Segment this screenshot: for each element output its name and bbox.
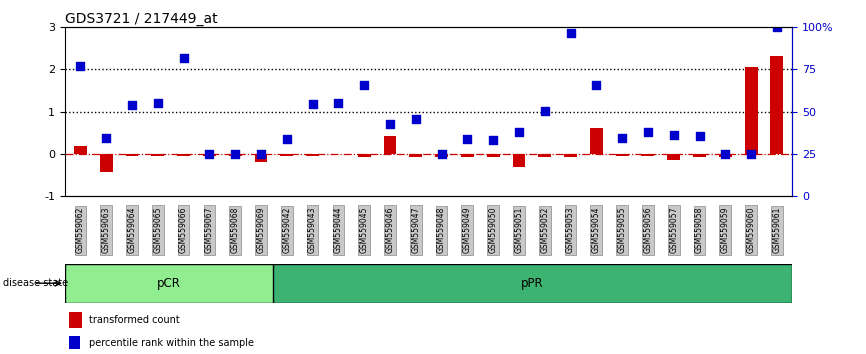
Text: GSM559065: GSM559065 bbox=[153, 207, 162, 253]
Text: GSM559045: GSM559045 bbox=[359, 207, 369, 253]
Text: GSM559052: GSM559052 bbox=[540, 207, 549, 253]
Text: GSM559059: GSM559059 bbox=[721, 207, 730, 253]
Bar bbox=[590, 128, 603, 154]
Bar bbox=[281, 154, 294, 156]
Bar bbox=[410, 154, 423, 158]
Text: GSM559056: GSM559056 bbox=[643, 207, 652, 253]
Bar bbox=[771, 56, 784, 154]
Text: GSM559063: GSM559063 bbox=[101, 207, 111, 253]
Point bbox=[590, 82, 604, 88]
Point bbox=[229, 151, 242, 157]
Point bbox=[74, 63, 87, 68]
Bar bbox=[513, 154, 526, 167]
Text: GSM559053: GSM559053 bbox=[566, 207, 575, 253]
Bar bbox=[68, 313, 81, 328]
Bar bbox=[68, 336, 81, 349]
Bar bbox=[65, 264, 273, 303]
Point bbox=[538, 108, 552, 114]
Point bbox=[641, 129, 655, 135]
Point bbox=[615, 135, 629, 141]
Bar bbox=[384, 136, 397, 154]
Text: GSM559042: GSM559042 bbox=[282, 207, 291, 253]
Text: disease state: disease state bbox=[3, 278, 68, 288]
Point bbox=[306, 101, 320, 107]
Bar bbox=[126, 154, 139, 156]
Text: GSM559055: GSM559055 bbox=[617, 207, 627, 253]
Text: GSM559051: GSM559051 bbox=[514, 207, 523, 253]
Bar bbox=[461, 154, 474, 158]
Bar bbox=[668, 154, 680, 160]
Text: transformed count: transformed count bbox=[89, 315, 180, 325]
Bar bbox=[616, 154, 629, 156]
Point bbox=[125, 102, 139, 108]
Bar bbox=[693, 154, 706, 158]
Text: pPR: pPR bbox=[521, 277, 544, 290]
Point bbox=[409, 116, 423, 122]
Text: GSM559049: GSM559049 bbox=[462, 207, 472, 253]
Text: GSM559064: GSM559064 bbox=[127, 207, 137, 253]
Point bbox=[770, 24, 784, 29]
Point bbox=[564, 30, 578, 36]
Bar bbox=[719, 154, 732, 158]
Point bbox=[667, 132, 681, 138]
Bar bbox=[203, 154, 216, 156]
Point bbox=[461, 136, 475, 142]
Text: GSM559048: GSM559048 bbox=[437, 207, 446, 253]
Bar bbox=[307, 154, 319, 156]
Text: GSM559043: GSM559043 bbox=[308, 207, 317, 253]
Point bbox=[383, 121, 397, 127]
Text: GSM559058: GSM559058 bbox=[695, 207, 704, 253]
Bar bbox=[273, 264, 792, 303]
Bar bbox=[358, 154, 371, 158]
Point bbox=[100, 135, 113, 141]
Point bbox=[744, 151, 758, 157]
Point bbox=[486, 138, 500, 143]
Point bbox=[254, 151, 268, 157]
Text: GSM559060: GSM559060 bbox=[746, 207, 756, 253]
Text: GSM559061: GSM559061 bbox=[772, 207, 781, 253]
Bar bbox=[255, 154, 268, 162]
Bar bbox=[745, 67, 758, 154]
Bar bbox=[435, 154, 448, 158]
Point bbox=[512, 129, 526, 135]
Point bbox=[358, 82, 372, 88]
Bar bbox=[229, 154, 242, 156]
Point bbox=[719, 151, 733, 157]
Point bbox=[203, 151, 216, 157]
Point bbox=[693, 133, 707, 139]
Text: GSM559044: GSM559044 bbox=[334, 207, 343, 253]
Text: GSM559050: GSM559050 bbox=[488, 207, 498, 253]
Bar bbox=[487, 154, 500, 158]
Text: GSM559066: GSM559066 bbox=[179, 207, 188, 253]
Text: GSM559057: GSM559057 bbox=[669, 207, 678, 253]
Text: GSM559047: GSM559047 bbox=[411, 207, 420, 253]
Point bbox=[435, 151, 449, 157]
Text: percentile rank within the sample: percentile rank within the sample bbox=[89, 337, 254, 348]
Bar bbox=[539, 154, 551, 158]
Text: pCR: pCR bbox=[157, 277, 181, 290]
Text: GDS3721 / 217449_at: GDS3721 / 217449_at bbox=[65, 12, 217, 25]
Text: GSM559067: GSM559067 bbox=[205, 207, 214, 253]
Point bbox=[280, 136, 294, 142]
Bar bbox=[642, 154, 655, 156]
Text: GSM559046: GSM559046 bbox=[385, 207, 395, 253]
Bar bbox=[564, 154, 577, 158]
Text: GSM559069: GSM559069 bbox=[256, 207, 266, 253]
Text: GSM559054: GSM559054 bbox=[591, 207, 601, 253]
Bar bbox=[100, 154, 113, 172]
Bar bbox=[74, 146, 87, 154]
Point bbox=[332, 100, 346, 106]
Text: GSM559068: GSM559068 bbox=[230, 207, 240, 253]
Text: GSM559062: GSM559062 bbox=[76, 207, 85, 253]
Point bbox=[177, 56, 191, 61]
Point bbox=[151, 100, 165, 106]
Bar bbox=[178, 154, 190, 156]
Bar bbox=[152, 154, 165, 156]
